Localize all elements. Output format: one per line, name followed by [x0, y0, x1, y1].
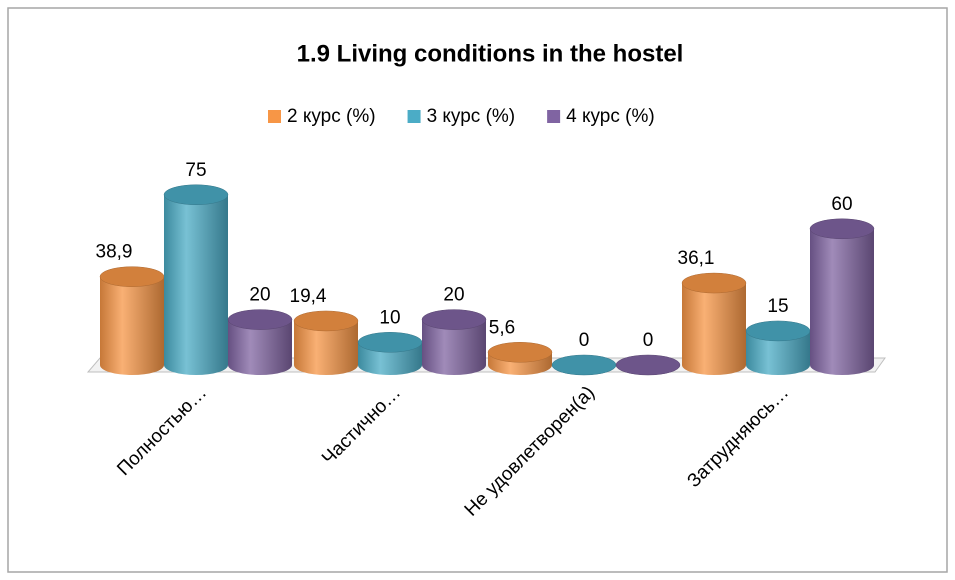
data-label: 75: [185, 160, 206, 181]
data-label: 60: [831, 194, 852, 215]
bar-top: [293, 310, 359, 332]
bar: [294, 320, 358, 375]
bar-top: [357, 332, 423, 353]
bar-top: [421, 309, 487, 330]
bar-top: [809, 218, 875, 240]
data-label: 15: [767, 296, 788, 317]
legend-swatch: [407, 110, 421, 123]
bar-top: [681, 272, 747, 294]
data-label: 38,9: [96, 242, 133, 263]
data-label: 36,1: [678, 248, 715, 269]
bar-top: [615, 354, 681, 376]
data-label: 20: [249, 285, 270, 306]
bar: [746, 330, 810, 375]
bar-top: [745, 320, 811, 342]
bar-top: [487, 342, 553, 363]
chart-title: 1.9 Living conditions in the hostel: [297, 40, 684, 67]
legend-label: 2 курс (%): [287, 106, 376, 127]
legend-swatch: [547, 110, 561, 123]
data-label: 5,6: [489, 317, 515, 338]
data-label: 10: [379, 307, 400, 328]
data-label: 20: [443, 285, 464, 306]
legend-label: 4 курс (%): [566, 106, 655, 127]
bar: [100, 276, 164, 375]
legend-swatch: [268, 110, 281, 123]
bar-top: [227, 309, 293, 330]
bar: [682, 283, 746, 375]
bar: [228, 319, 292, 375]
bar: [422, 319, 486, 375]
legend-label: 3 курс (%): [427, 106, 516, 127]
bar-top: [163, 184, 229, 205]
bar: [810, 228, 874, 375]
bar: [164, 194, 228, 375]
data-label: 0: [579, 330, 590, 351]
bar-top: [551, 354, 617, 376]
data-label: 0: [643, 330, 654, 351]
data-label: 19,4: [290, 286, 327, 307]
bar-top: [99, 266, 165, 287]
